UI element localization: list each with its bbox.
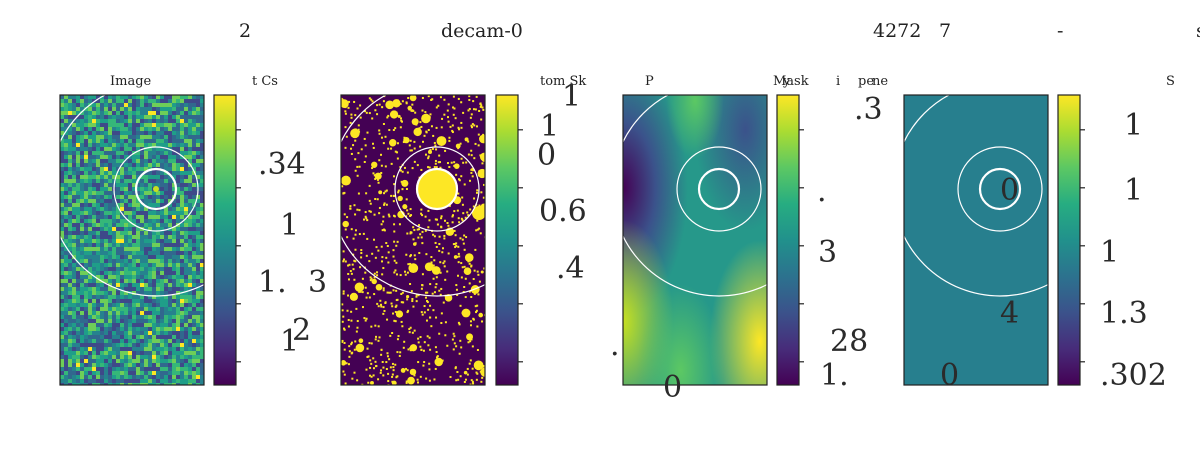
colorbar-gradient (496, 95, 518, 385)
value-label: .3 (854, 92, 883, 127)
value-label: 1 (280, 324, 300, 359)
value-label: .4 (556, 251, 585, 286)
header-fragment: - (1057, 20, 1064, 42)
colorbar (776, 94, 804, 386)
colorbar-label-fragment: y (783, 74, 791, 89)
panel-title: Image (110, 74, 152, 89)
colorbar (1057, 94, 1085, 386)
value-label: 1 (1124, 108, 1144, 143)
value-label: 1 (540, 109, 560, 144)
image-panel (340, 94, 486, 386)
panel-frame (59, 94, 205, 386)
colorbar-gradient (214, 95, 236, 385)
annulus-inner-circle (394, 146, 480, 232)
value-label: 0 (940, 358, 960, 393)
value-label: 0 (663, 370, 683, 405)
header-fragment: 7 (939, 20, 952, 42)
annulus-outer-circle (60, 95, 204, 297)
colorbar-label: S (1166, 74, 1175, 89)
annulus-outer-circle (341, 95, 485, 297)
value-label: .302 (1100, 358, 1167, 393)
value-label: 0.6 (539, 194, 587, 229)
aperture-circle (134, 167, 178, 211)
value-label: 1 (562, 79, 582, 114)
value-label: 3 (818, 235, 838, 270)
aperture-circle (415, 167, 459, 211)
value-label: 0 (1000, 173, 1020, 208)
value-label: 28 (830, 324, 869, 359)
annulus-inner-circle (676, 146, 762, 232)
annulus-inner-circle (957, 146, 1043, 232)
header-fragment: 2 (239, 20, 252, 42)
colorbar-label: tom Sk (540, 74, 587, 89)
header-fragment: 4272 (873, 20, 922, 42)
panel-frame (903, 94, 1049, 386)
value-label: 1 (280, 208, 300, 243)
value-label: 2 (292, 313, 312, 348)
value-label: . (610, 328, 620, 363)
value-label: 3 (308, 265, 328, 300)
annulus-outer-circle (623, 95, 767, 297)
image-panel (903, 94, 1049, 386)
header-fragment: s (1196, 22, 1200, 41)
value-label: 1.3 (1100, 296, 1148, 331)
aperture-circle (978, 167, 1022, 211)
panel-title: P (645, 74, 654, 89)
value-label: . (817, 174, 827, 209)
value-label: 1 (1100, 235, 1120, 270)
panel-frame (622, 94, 768, 386)
value-label: 1 (1124, 173, 1144, 208)
image-panel (622, 94, 768, 386)
colorbar-label-fragment: i (836, 74, 841, 89)
annulus-outer-circle (904, 95, 1048, 297)
value-label: 4 (1000, 296, 1020, 331)
value-label: 1. (820, 358, 849, 393)
colorbar (495, 94, 523, 386)
header-fragment: decam-0 (441, 20, 523, 42)
colorbar-gradient (777, 95, 799, 385)
image-panel (59, 94, 205, 386)
colorbar (213, 94, 241, 386)
colorbar-gradient (1058, 95, 1080, 385)
panel-frame (340, 94, 486, 386)
colorbar-label-fragment: pe (858, 74, 875, 89)
annulus-inner-circle (113, 146, 199, 232)
colorbar-label-fragment: ne (872, 74, 889, 89)
aperture-circle (697, 167, 741, 211)
value-label: 1. (258, 265, 287, 300)
value-label: 0 (537, 138, 557, 173)
colorbar-label: Mask (773, 74, 809, 89)
value-label: .34 (258, 147, 306, 182)
colorbar-label: t Cs (252, 74, 278, 89)
